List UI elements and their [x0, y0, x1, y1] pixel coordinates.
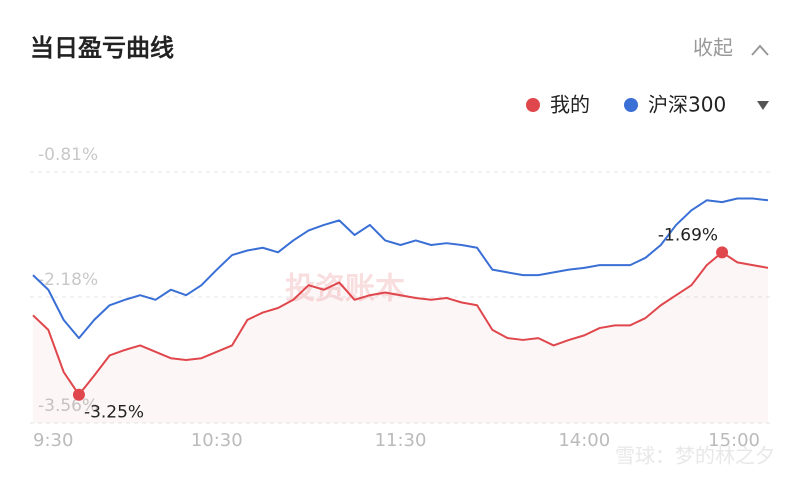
x-tick-label: 9:30 [33, 430, 73, 451]
legend-label: 沪深300 [648, 93, 726, 117]
x-tick-label: 11:30 [375, 430, 427, 451]
y-tick-label: -3.56% [38, 396, 98, 416]
x-tick-label: 15:00 [708, 430, 760, 451]
collapse-button[interactable]: 收起 [693, 36, 733, 60]
line [32, 251, 769, 396]
collapse-chevron[interactable] [751, 44, 769, 56]
y-tick-label: -0.81% [38, 145, 98, 165]
x-tick-label: 14:00 [558, 430, 610, 451]
title: 当日盈亏曲线 [30, 34, 174, 62]
extreme-point [72, 388, 85, 401]
x-tick-label: 10:30 [191, 430, 243, 451]
legend-marker [624, 98, 638, 112]
line [32, 197, 769, 340]
legend-label: 我的 [550, 93, 590, 117]
y-tick-label: -2.18% [38, 270, 98, 290]
dropdown-arrow[interactable] [757, 101, 769, 110]
legend-marker [526, 98, 540, 112]
annotation: -3.25% [84, 403, 144, 423]
watermark: 雪球：梦的林之夕 [615, 444, 775, 468]
area [33, 252, 768, 423]
extreme-point [716, 246, 729, 259]
annotation: -1.69% [658, 225, 718, 245]
